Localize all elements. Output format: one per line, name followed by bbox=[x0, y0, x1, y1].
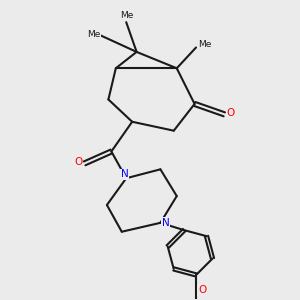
Text: O: O bbox=[198, 285, 206, 296]
Text: N: N bbox=[121, 169, 129, 179]
Text: O: O bbox=[227, 108, 235, 118]
Text: Me: Me bbox=[120, 11, 134, 20]
Text: O: O bbox=[74, 157, 82, 167]
Text: N: N bbox=[162, 218, 169, 228]
Text: Me: Me bbox=[87, 30, 100, 39]
Text: Me: Me bbox=[198, 40, 211, 49]
